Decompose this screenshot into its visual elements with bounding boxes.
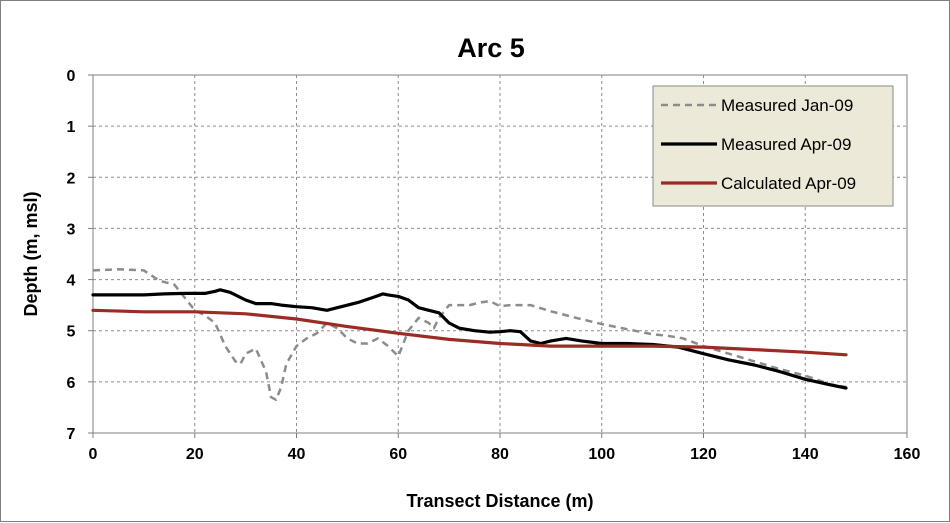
x-tick-label: 40 [288, 446, 306, 463]
legend-box [652, 85, 894, 207]
x-tick-label: 80 [491, 446, 509, 463]
x-tick-label: 140 [792, 446, 819, 463]
x-tick-label: 20 [186, 446, 204, 463]
series-line-0 [92, 268, 847, 402]
y-tick-label: 7 [67, 426, 76, 443]
x-tick-label: 120 [690, 446, 717, 463]
y-tick-label: 2 [67, 170, 76, 187]
y-tick-label: 1 [67, 119, 76, 136]
y-tick-label: 3 [67, 221, 76, 238]
x-axis-label: Transect Distance (m) [406, 491, 593, 511]
y-axis-label: Depth (m, msl) [21, 191, 41, 316]
y-tick-label: 5 [67, 324, 76, 341]
chart-title: Arc 5 [457, 33, 525, 63]
x-axis-ticks: 0 20 40 60 80 100 120 140 160 [89, 433, 921, 463]
x-tick-label: 100 [588, 446, 615, 463]
legend-label-0: Measured Jan-09 [721, 96, 853, 115]
legend-label-2: Calculated Apr-09 [721, 174, 856, 193]
x-tick-label: 0 [89, 446, 98, 463]
series-line-2 [91, 308, 848, 357]
legend: Measured Jan-09 Measured Apr-09 Calculated… [652, 85, 894, 207]
y-tick-label: 4 [67, 273, 76, 290]
y-tick-label: 6 [67, 375, 76, 392]
legend-label-1: Measured Apr-09 [721, 135, 851, 154]
x-tick-label: 60 [389, 446, 407, 463]
y-axis-ticks: 0 1 2 3 4 5 6 7 [67, 68, 93, 443]
series-layer [91, 268, 848, 402]
y-tick-label: 0 [67, 68, 76, 85]
x-tick-label: 160 [894, 446, 921, 463]
